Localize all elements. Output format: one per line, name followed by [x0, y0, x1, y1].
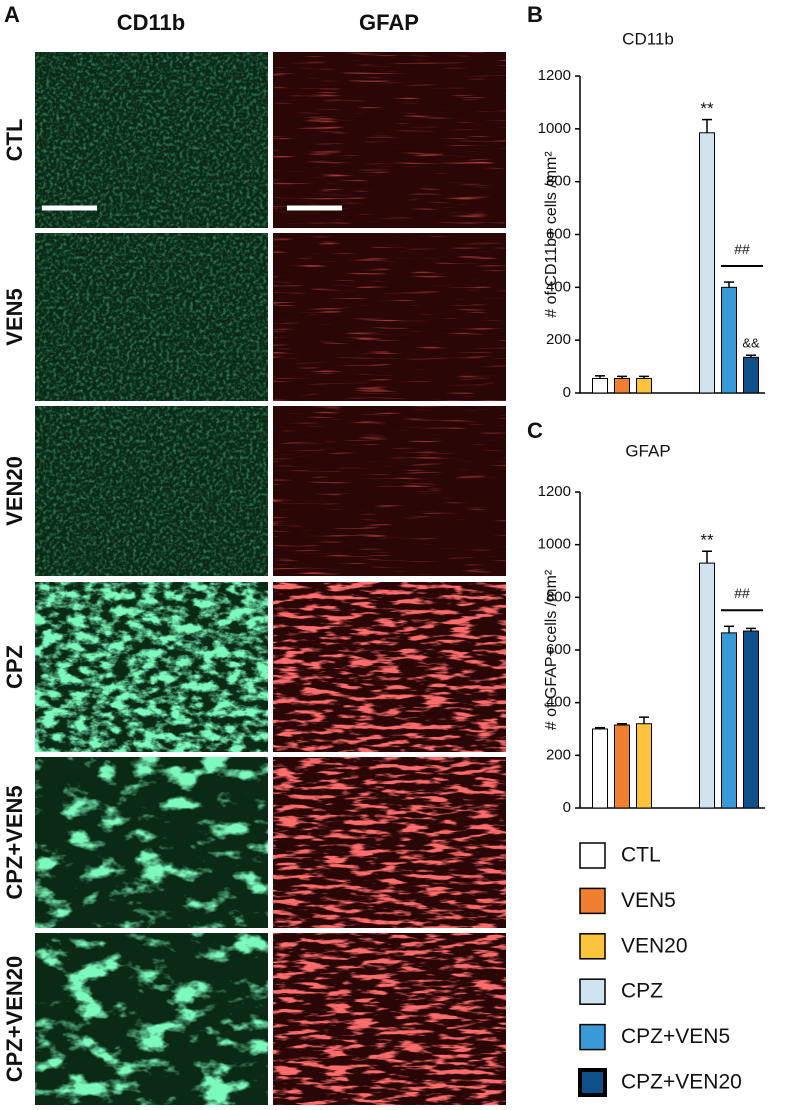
annotation: ** [700, 531, 714, 550]
y-tick-label: 0 [563, 799, 571, 816]
column-label: GFAP [359, 10, 419, 35]
y-tick-label: 0 [563, 384, 571, 401]
bar [592, 377, 608, 394]
legend-label: VEN20 [621, 934, 688, 957]
y-axis-label: # of CD11b+ cells /mm² [543, 151, 560, 318]
bar [699, 562, 715, 809]
legend-label: CTL [621, 844, 661, 867]
row-label: VEN20 [2, 456, 27, 526]
bar [636, 377, 652, 394]
legend-swatch [579, 1023, 606, 1051]
y-tick-label: 800 [546, 173, 571, 190]
annotation: && [742, 336, 760, 351]
bar [592, 728, 608, 809]
legend-swatch [579, 887, 606, 915]
texture [35, 233, 268, 401]
y-tick-label: 400 [546, 278, 571, 295]
texture [35, 933, 268, 1105]
row-label: CPZ+VEN20 [2, 956, 27, 1083]
texture [35, 757, 268, 928]
bar [721, 632, 737, 809]
bar [699, 132, 715, 394]
y-tick-label: 400 [546, 694, 571, 711]
legend-label: CPZ [621, 980, 663, 1003]
y-tick-label: 200 [546, 331, 571, 348]
texture [273, 757, 506, 928]
legend-swatch [579, 842, 606, 869]
panel-label: C [527, 418, 543, 443]
texture [35, 582, 268, 752]
legend-swatch [578, 1068, 607, 1097]
row-label: CPZ [2, 645, 27, 689]
column-label: CD11b [117, 10, 185, 35]
y-tick-label: 1000 [538, 120, 571, 137]
bar [614, 724, 630, 809]
chart-title: CD11b [622, 29, 674, 48]
texture [273, 233, 506, 401]
texture [35, 52, 268, 228]
y-tick-label: 200 [546, 746, 571, 763]
texture [273, 52, 506, 228]
texture [35, 406, 268, 576]
annotation: ## [734, 241, 750, 257]
legend-label: CPZ+VEN20 [621, 1071, 742, 1094]
y-tick-label: 1200 [538, 67, 571, 84]
row-label: CPZ+VEN5 [2, 785, 27, 899]
bar [743, 356, 759, 394]
legend-swatch [579, 933, 606, 960]
bar [721, 286, 737, 394]
micrographs [35, 52, 506, 1105]
panel-label: A [4, 2, 20, 27]
y-tick-label: 800 [546, 588, 571, 605]
panel-label: B [527, 2, 543, 27]
y-tick-label: 1200 [538, 483, 571, 500]
chart-title: GFAP [625, 441, 670, 460]
texture [273, 933, 506, 1105]
y-tick-label: 600 [546, 225, 571, 242]
row-label: VEN5 [2, 288, 27, 345]
y-axis-label: # of GFAP+ cells /mm² [543, 569, 560, 730]
y-tick-label: 600 [546, 641, 571, 658]
legend-swatch [579, 978, 606, 1005]
legend-label: CPZ+VEN5 [621, 1025, 730, 1048]
y-tick-label: 1000 [538, 536, 571, 553]
bar [614, 377, 630, 394]
texture [273, 582, 506, 752]
bar [636, 723, 652, 809]
texture [273, 406, 506, 576]
bar [743, 630, 759, 809]
legend-label: VEN5 [621, 889, 676, 912]
annotation: ** [700, 99, 714, 118]
row-label: CTL [2, 119, 27, 162]
annotation: ## [734, 585, 750, 601]
